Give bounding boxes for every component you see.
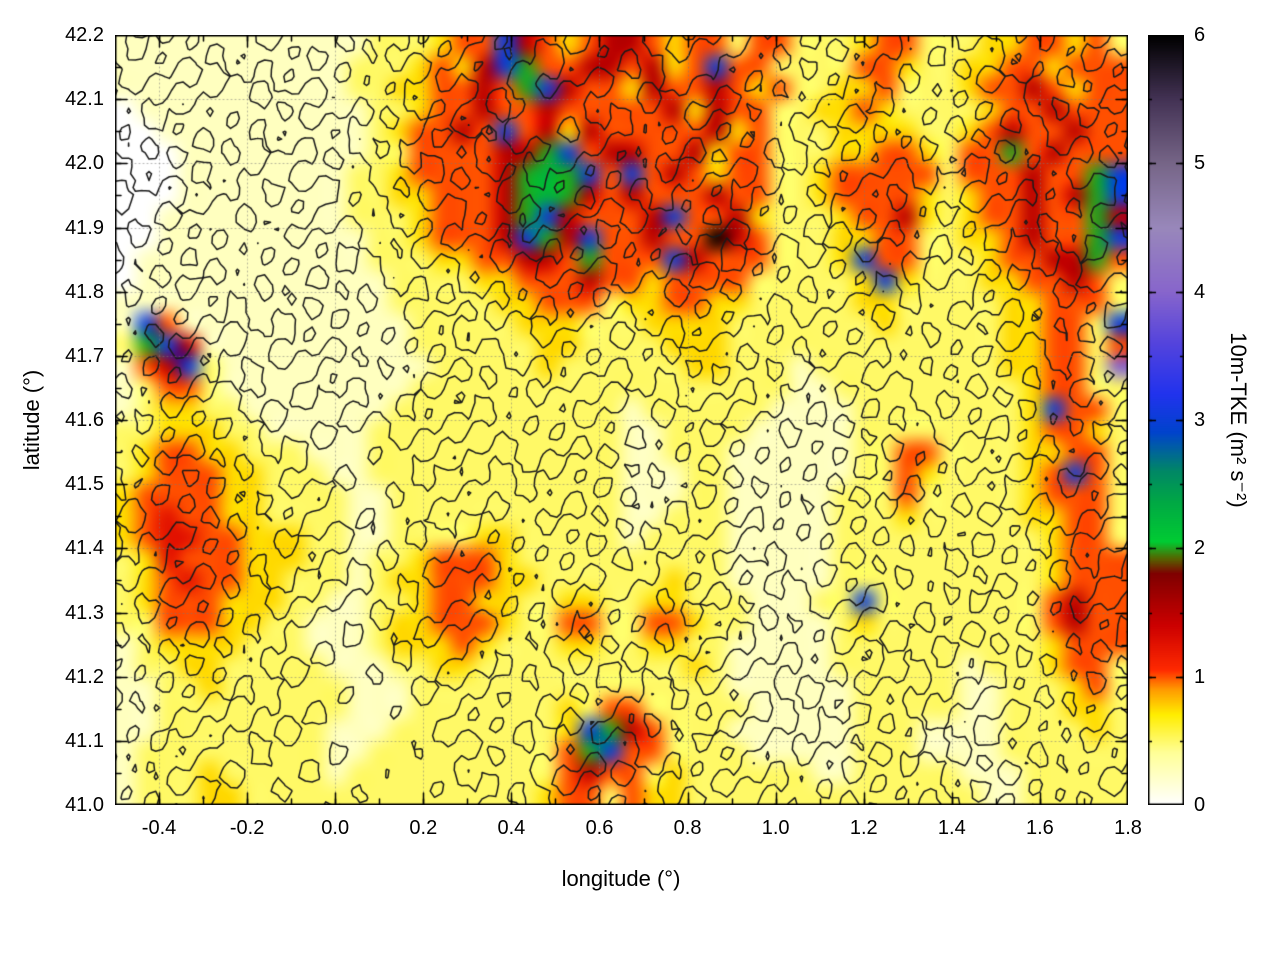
x-tick-label: 0.8 — [673, 817, 702, 839]
y-tick-label: 42.1 — [65, 88, 104, 111]
y-tick-label: 41.0 — [65, 794, 104, 816]
y-tick-label: 41.2 — [65, 665, 104, 688]
colorbar-tick-label: 5 — [1194, 152, 1206, 175]
x-tick-label: 1.2 — [849, 817, 878, 839]
x-tick-label: 0.6 — [585, 817, 614, 839]
colorbar-tick-label: 4 — [1194, 280, 1206, 303]
x-tick-label: 1.6 — [1026, 817, 1054, 839]
colorbar-tick-label: 3 — [1194, 409, 1206, 431]
y-tick-label: 41.1 — [65, 729, 104, 752]
colorbar-tick-label: 1 — [1194, 665, 1206, 688]
y-tick-label: 41.7 — [65, 344, 104, 367]
y-tick-label: 41.3 — [65, 601, 104, 624]
colorbar-tick-label: 0 — [1194, 794, 1206, 816]
x-tick-label: 1.0 — [761, 817, 790, 839]
y-tick-label: 41.9 — [65, 216, 104, 239]
y-tick-label: 41.6 — [65, 409, 104, 431]
y-tick-label: 42.2 — [65, 24, 104, 46]
x-tick-label: 0.4 — [497, 817, 526, 839]
y-axis-title: latitude (°) — [19, 369, 44, 471]
x-tick-label: -0.2 — [229, 817, 265, 839]
y-tick-label: 41.4 — [65, 537, 104, 560]
x-tick-label: 1.4 — [937, 817, 966, 839]
x-axis-title: longitude (°) — [561, 866, 681, 891]
colorbar-tick-label: 6 — [1194, 24, 1206, 46]
colorbar-tick-label: 2 — [1194, 537, 1206, 560]
colorbar-title: 10m-TKE (m² s⁻²) — [1226, 332, 1251, 508]
x-tick-label: -0.4 — [141, 817, 177, 839]
x-tick-label: 0.0 — [321, 817, 350, 839]
colorbar-canvas — [1148, 35, 1184, 805]
x-tick-label: 0.2 — [409, 817, 438, 839]
y-tick-label: 41.5 — [65, 473, 104, 496]
y-tick-label: 42.0 — [65, 152, 104, 175]
y-tick-label: 41.8 — [65, 280, 104, 303]
heatmap-plot-canvas — [115, 35, 1128, 805]
x-tick-label: 1.8 — [1114, 817, 1142, 839]
